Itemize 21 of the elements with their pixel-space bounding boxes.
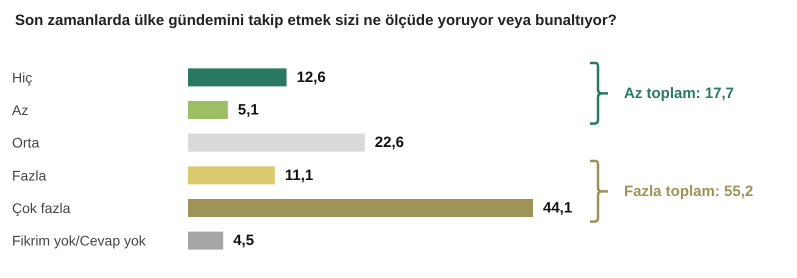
y-tick-label: Fazla (12, 167, 46, 184)
bar (188, 166, 275, 184)
text: Fazla toplam: 55,2 (624, 182, 754, 200)
y-tick-label: Az (12, 102, 28, 118)
y-tick-label: Orta (12, 134, 40, 151)
data-label: 12,6 (296, 68, 326, 86)
bar (188, 134, 365, 152)
bar (188, 68, 287, 86)
y-tick-label: Fikrim yok/Cevap yok (12, 232, 147, 249)
data-label: 44,1 (543, 200, 572, 216)
y-tick-label: Çok fazla (12, 200, 71, 216)
data-label: 5,1 (238, 102, 259, 118)
chart-title: Son zamanlarda ülke gündemini takip etmek sizi ne ölçüde yoruyor veya bunaltıyor? (15, 12, 617, 29)
text: Az toplam: 17,7 (624, 84, 734, 102)
data-label: 22,6 (374, 134, 404, 152)
y-tick-label: Hiç (12, 69, 32, 86)
bar (188, 101, 228, 119)
data-label: 11,1 (284, 166, 314, 184)
data-label: 4,5 (233, 232, 254, 250)
bar (188, 232, 224, 250)
bar (188, 199, 533, 217)
